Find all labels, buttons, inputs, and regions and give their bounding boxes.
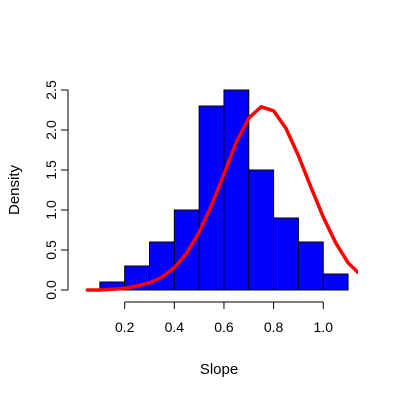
histogram-bar-8: [297, 241, 324, 291]
histogram-bars: [99, 89, 349, 291]
x-axis-label: Slope: [200, 361, 238, 378]
x-tick-label: 1.0: [314, 319, 334, 335]
histogram-bar-7: [273, 217, 299, 291]
y-tick-label: 2.0: [43, 120, 59, 140]
histogram-bar-5: [223, 89, 250, 291]
density-curve-line: [85, 105, 358, 292]
x-axis: 0.2 0.4 0.6 0.8 1.0: [115, 301, 334, 335]
y-tick-label: 0.5: [43, 240, 59, 260]
x-tick-label: 0.2: [115, 319, 135, 335]
y-tick-label: 2.5: [43, 80, 59, 100]
y-axis-label: Density: [6, 164, 23, 215]
y-axis: 0.0 0.5 1.0 1.5 2.0 2.5: [43, 80, 69, 300]
histogram-bar-4: [198, 105, 225, 291]
x-tick-label: 0.4: [165, 319, 185, 335]
histogram-bar-9: [322, 273, 349, 291]
y-tick-label: 1.5: [43, 160, 59, 180]
y-tick-label: 0.0: [43, 280, 59, 300]
x-tick-label: 0.8: [264, 319, 284, 335]
y-tick-label: 1.0: [43, 200, 59, 220]
histogram-bar-6: [248, 169, 275, 291]
x-tick-label: 0.6: [214, 319, 234, 335]
density-curve-layer: [85, 105, 358, 292]
